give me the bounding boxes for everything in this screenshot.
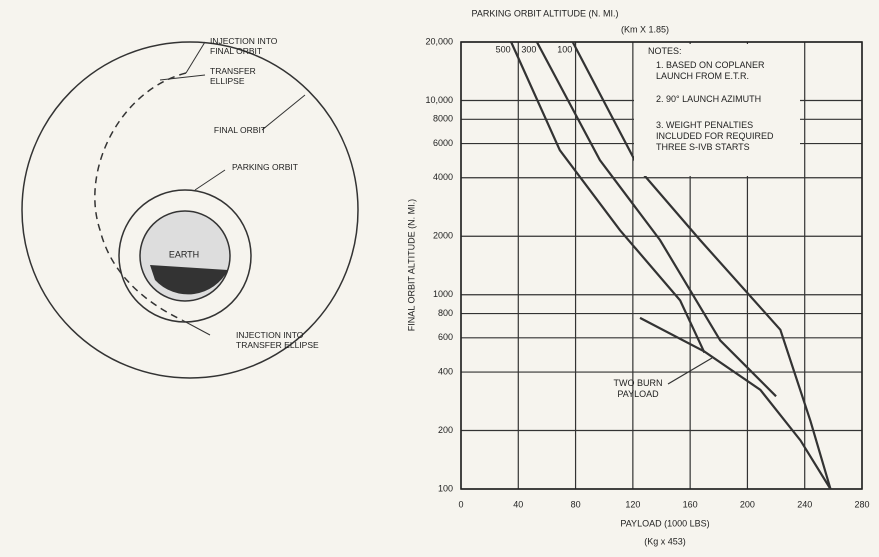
orbit-diagram bbox=[22, 42, 358, 378]
note: 2. 90° LAUNCH AZIMUTH bbox=[656, 94, 796, 105]
diagram-label: PARKING ORBIT bbox=[232, 162, 322, 172]
y-tick-label: 20,000 bbox=[425, 36, 453, 46]
leader bbox=[160, 75, 205, 80]
y-tick-label: 800 bbox=[438, 308, 453, 318]
y-axis-label: FINAL ORBIT ALTITUDE (N. MI.) bbox=[406, 199, 416, 331]
x-tick-label: 280 bbox=[854, 499, 869, 509]
x-tick-label: 120 bbox=[625, 499, 640, 509]
diagram-label: TRANSFER ELLIPSE bbox=[210, 66, 270, 86]
notes-title: NOTES: bbox=[648, 46, 682, 57]
y-tick-label: 6000 bbox=[433, 138, 453, 148]
final-orbit bbox=[22, 42, 358, 378]
leader bbox=[195, 170, 225, 190]
y-tick-label: 100 bbox=[438, 483, 453, 493]
leader bbox=[262, 95, 305, 130]
y-tick-label: 8000 bbox=[433, 114, 453, 124]
x-tick-label: 240 bbox=[797, 499, 812, 509]
series-label: 500 bbox=[496, 44, 511, 54]
y-tick-label: 200 bbox=[438, 425, 453, 435]
page: EARTH PARKING ORBIT ALTITUDE (N. MI.) (K… bbox=[0, 0, 879, 557]
y-tick-label: 4000 bbox=[433, 172, 453, 182]
x-tick-label: 160 bbox=[683, 499, 698, 509]
y-tick-label: 600 bbox=[438, 332, 453, 342]
x-tick-label: 80 bbox=[571, 499, 581, 509]
x-tick-label: 40 bbox=[513, 499, 523, 509]
diagram-label: FINAL ORBIT bbox=[196, 125, 266, 135]
leader bbox=[182, 320, 210, 335]
notes-box: NOTES: 1. BASED ON COPLANER LAUNCH FROM … bbox=[634, 44, 800, 176]
y-tick-label: 400 bbox=[438, 366, 453, 376]
x-axis-sublabel: (Kg x 453) bbox=[644, 536, 686, 546]
diagram-label: INJECTION INTO TRANSFER ELLIPSE bbox=[236, 330, 331, 350]
x-tick-label: 200 bbox=[740, 499, 755, 509]
y-tick-label: 2000 bbox=[433, 231, 453, 241]
x-axis-label: PAYLOAD (1000 LBS) bbox=[620, 518, 709, 528]
diagram-label: INJECTION INTO FINAL ORBIT bbox=[210, 36, 290, 56]
series-line bbox=[640, 318, 830, 489]
series-label: 100 bbox=[557, 44, 572, 54]
note: 3. WEIGHT PENALTIES INCLUDED FOR REQUIRE… bbox=[656, 120, 796, 153]
chart-subtitle: (Km X 1.85) bbox=[621, 24, 669, 34]
series-annotation: TWO BURN PAYLOAD bbox=[606, 378, 670, 400]
y-tick-label: 10,000 bbox=[425, 95, 453, 105]
y-tick-label: 1000 bbox=[433, 289, 453, 299]
leader bbox=[186, 42, 205, 73]
chart-title: PARKING ORBIT ALTITUDE (N. MI.) bbox=[471, 8, 618, 18]
series-label: 300 bbox=[521, 44, 536, 54]
x-tick-label: 0 bbox=[458, 499, 463, 509]
note: 1. BASED ON COPLANER LAUNCH FROM E.T.R. bbox=[656, 60, 796, 82]
earth-label: EARTH bbox=[169, 249, 199, 259]
